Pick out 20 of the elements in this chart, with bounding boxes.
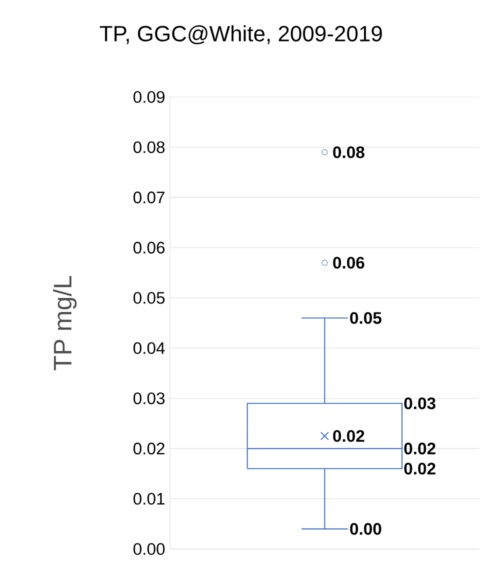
annotation: 0.02 [404,462,436,475]
y-tick-label: 0.02 [134,442,164,454]
y-tick-label: 0.01 [134,492,164,505]
y-tick-label: 0.09 [134,91,165,103]
y-tick-label: 0.04 [134,342,165,354]
annotation: 0.05 [350,312,382,324]
y-tick-label: 0.00 [134,543,165,555]
y-tick-label: 0.08 [134,141,165,154]
annotation: 0.02 [404,442,436,454]
y-axis-title: TP mg/L [53,276,77,370]
annotation: 0.02 [333,430,364,442]
y-tick-label: 0.05 [134,292,165,304]
annotation: 0.08 [333,146,364,158]
y-tick-label: 0.07 [134,192,164,204]
annotation: 0.03 [404,397,436,410]
annotation: 0.00 [350,523,382,535]
chart-title: TP, GGC@White, 2009-2019 [100,25,382,44]
y-tick-label: 0.06 [134,242,165,254]
y-tick-label: 0.03 [134,392,165,404]
annotation: 0.06 [333,256,364,269]
